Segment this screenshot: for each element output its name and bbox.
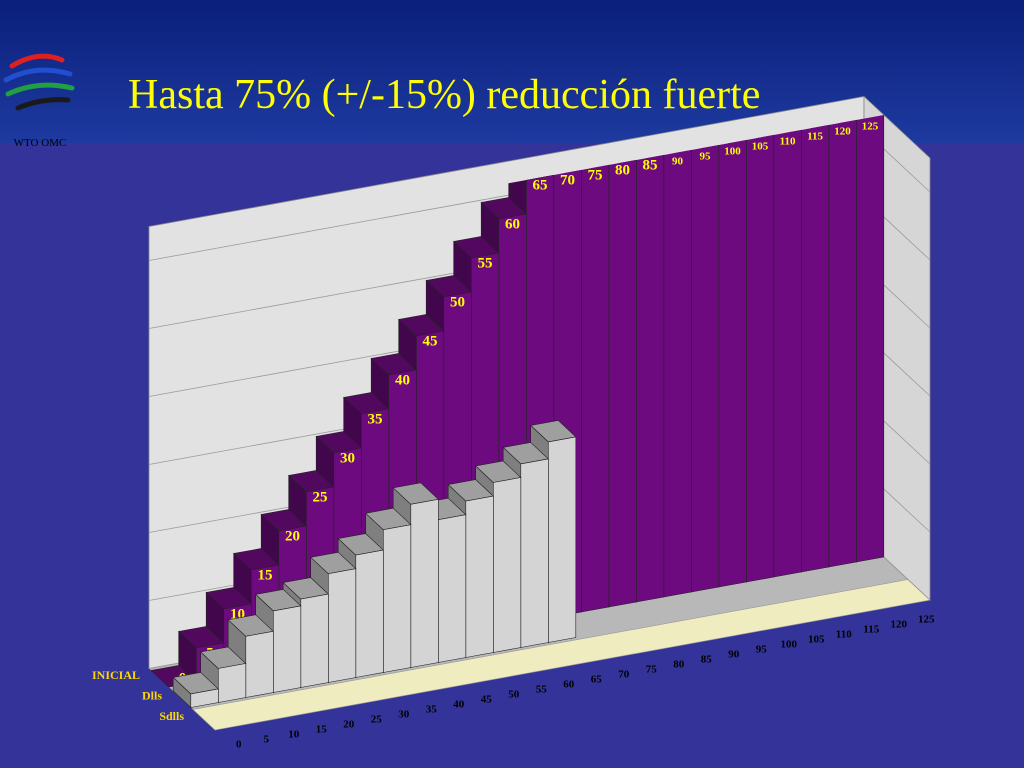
x-tick-label: 50 [508,689,520,701]
data-label: 80 [615,162,630,178]
data-label: 105 [752,140,769,152]
data-label: 110 [780,135,796,147]
bar-front [828,105,857,568]
x-tick-label: 45 [481,694,493,706]
x-tick-label: 10 [288,729,300,741]
x-tick-label: 35 [426,704,438,716]
bar-front [800,105,830,573]
x-tick-label: 85 [701,654,713,666]
data-label: 115 [807,130,823,142]
data-label: 120 [834,125,851,137]
bar-front [300,593,329,688]
x-tick-label: 30 [398,709,410,721]
data-label: 15 [258,567,273,583]
bar-front [492,477,522,653]
bar-front [437,514,467,663]
data-label: 30 [340,450,355,466]
bar-front [327,568,357,683]
data-label: 25 [313,489,328,505]
series-row [172,420,577,709]
data-label: 125 [862,120,879,132]
x-tick-label: 65 [591,674,603,686]
row-label: Dlls [142,688,162,702]
x-tick-label: 15 [316,724,328,736]
data-label: 60 [505,216,520,232]
bar-front [382,524,412,673]
bar-front [547,436,577,643]
bar [172,672,219,709]
data-label: 35 [368,411,383,427]
data-label: 100 [724,145,741,157]
bar-front [272,605,302,693]
data-label: 55 [478,255,493,271]
data-label: 50 [450,294,465,310]
logo-text: WTO OMC [14,137,67,149]
x-tick-label: 100 [781,639,798,651]
bar-front [520,458,549,648]
row-label: INICIAL [92,668,140,682]
x-tick-label: 95 [756,644,768,656]
slide-title: Hasta 75% (+/-15%) reducción fuerte [128,72,760,118]
x-tick-label: 0 [236,739,242,751]
logo [3,53,75,111]
x-tick-label: 20 [343,719,355,731]
data-label: 65 [533,177,548,193]
data-label: 20 [285,528,300,544]
x-tick-label: 125 [918,614,935,626]
x-tick-label: 105 [808,634,825,646]
bar-front [855,105,885,563]
bar-front [465,495,494,658]
data-label: 70 [560,172,575,188]
data-label: 90 [672,155,684,167]
data-label: 85 [643,157,658,173]
data-label: 40 [395,372,410,388]
x-tick-label: 55 [536,684,548,696]
row-label: Sdlls [159,709,184,723]
x-tick-label: 70 [618,669,630,681]
bar-front [245,630,274,698]
data-label: 75 [588,167,603,183]
x-tick-label: 40 [453,699,465,711]
data-label: 45 [423,333,438,349]
x-tick-label: 120 [891,619,908,631]
bar-front [773,105,802,578]
bar-front [355,549,384,678]
bar-front [190,688,219,708]
x-tick-label: 90 [728,649,740,661]
x-tick-label: 25 [371,714,383,726]
x-tick-label: 60 [563,679,575,691]
data-label: 95 [700,150,712,162]
x-tick-label: 80 [673,659,685,671]
bar-front [218,663,247,703]
x-tick-label: 5 [264,734,270,746]
plot: 0 5 10 15 20 25 30 35 40 45 50 55 60 65 70 75 80 85 90 95 10… [92,95,935,751]
x-tick-label: 75 [646,664,658,676]
x-tick-label: 115 [863,624,879,636]
x-tick-label: 110 [836,629,852,641]
bar-front [410,498,439,668]
